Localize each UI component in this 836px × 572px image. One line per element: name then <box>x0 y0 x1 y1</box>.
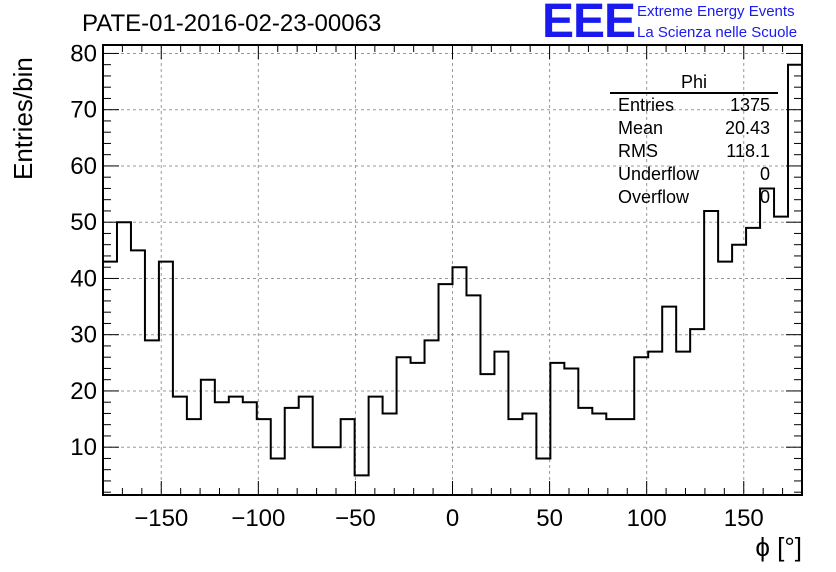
stats-row-entries: Entries 1375 <box>610 94 778 117</box>
y-axis-label: Entries/bin <box>8 57 38 180</box>
chart-title: PATE-01-2016-02-23-00063 <box>82 10 382 37</box>
x-tick-label: −50 <box>335 505 376 532</box>
y-tick-label: 70 <box>70 97 97 124</box>
y-tick-label: 30 <box>70 322 97 349</box>
stats-value: 20.43 <box>724 118 770 138</box>
x-tick-label: 100 <box>627 505 667 532</box>
y-tick-label: 50 <box>70 209 97 236</box>
stats-value: 1375 <box>729 95 770 115</box>
stats-row-rms: RMS 118.1 <box>610 140 778 163</box>
tick-labels: −150 −100 −50 0 50 100 150 10 20 30 40 50 60 70 80 <box>70 40 763 532</box>
x-axis-label: ϕ [°] <box>755 532 802 562</box>
y-tick-label: 20 <box>70 378 97 405</box>
stats-label: Mean <box>618 118 664 138</box>
grid-lines <box>103 45 802 495</box>
x-tick-label: −150 <box>134 505 188 532</box>
stats-label: RMS <box>618 141 658 161</box>
stats-value: 0 <box>759 187 770 207</box>
stats-label: Overflow <box>618 187 690 207</box>
eee-logo: EEE <box>542 0 636 48</box>
stats-box: Phi Entries 1375 Mean 20.43 RMS 118.1 Un… <box>610 72 778 209</box>
stats-value: 0 <box>759 164 770 184</box>
y-tick-label: 10 <box>70 434 97 461</box>
y-tick-label: 60 <box>70 153 97 180</box>
stats-row-mean: Mean 20.43 <box>610 117 778 140</box>
logo-line-1: Extreme Energy Events <box>637 3 795 20</box>
stats-row-overflow: Overflow 0 <box>610 186 778 209</box>
x-tick-label: −100 <box>231 505 285 532</box>
stats-label: Underflow <box>618 164 700 184</box>
stats-row-underflow: Underflow 0 <box>610 163 778 186</box>
stats-value: 118.1 <box>726 141 770 161</box>
logo-line-2: La Scienza nelle Scuole <box>637 24 798 41</box>
histogram-line <box>103 63 802 477</box>
stats-label: Entries <box>618 95 675 115</box>
y-tick-label: 40 <box>70 265 97 292</box>
x-tick-label: 50 <box>536 505 563 532</box>
x-tick-label: 0 <box>446 505 459 532</box>
plot-frame <box>102 44 803 496</box>
y-tick-label: 80 <box>70 40 97 67</box>
x-tick-label: 150 <box>724 505 764 532</box>
stats-title: Phi <box>610 72 778 94</box>
